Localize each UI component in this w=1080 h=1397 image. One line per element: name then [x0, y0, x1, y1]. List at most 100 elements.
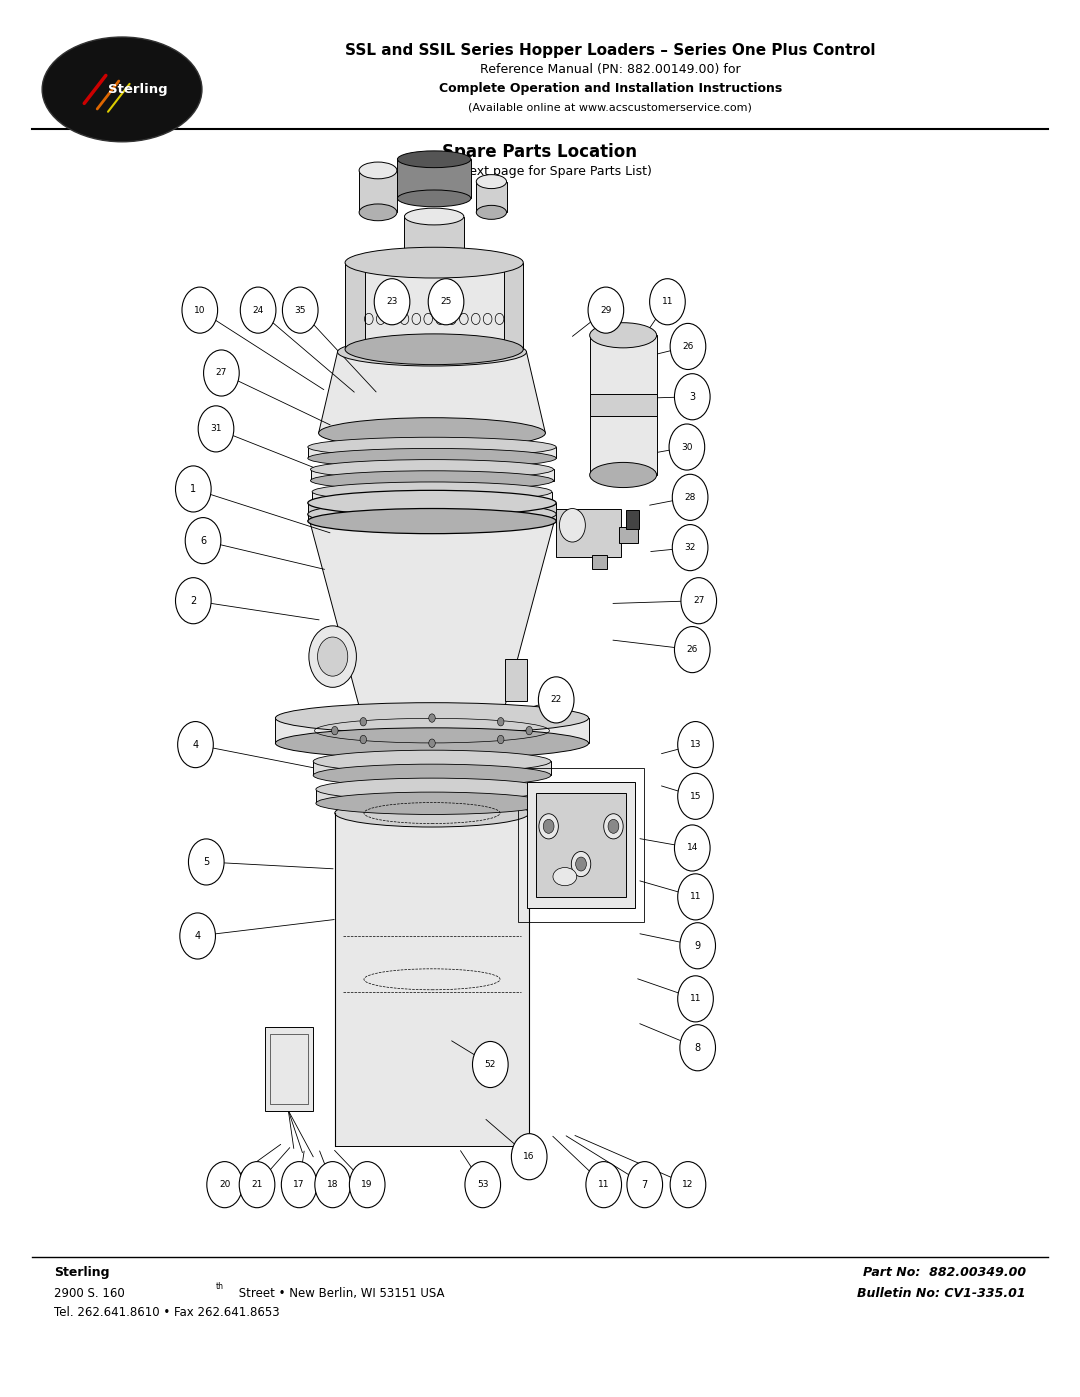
Polygon shape [316, 789, 549, 803]
Polygon shape [275, 718, 589, 743]
Ellipse shape [359, 162, 397, 179]
Circle shape [674, 824, 711, 872]
Circle shape [672, 475, 708, 520]
Bar [592, 555, 607, 569]
Text: 21: 21 [252, 1180, 262, 1189]
Text: 26: 26 [687, 645, 698, 654]
Text: Street • New Berlin, WI 53151 USA: Street • New Berlin, WI 53151 USA [235, 1287, 445, 1299]
Circle shape [464, 1162, 501, 1207]
Text: 28: 28 [685, 493, 696, 502]
Circle shape [318, 637, 348, 676]
Text: 30: 30 [681, 443, 692, 451]
Ellipse shape [42, 36, 202, 142]
Circle shape [360, 735, 366, 743]
Text: 27: 27 [216, 369, 227, 377]
Polygon shape [590, 335, 657, 475]
Bar [270, 1034, 308, 1104]
Text: 52: 52 [485, 1060, 496, 1069]
Circle shape [207, 1162, 242, 1207]
Circle shape [179, 914, 216, 958]
Text: 25: 25 [441, 298, 451, 306]
Circle shape [649, 279, 686, 326]
Ellipse shape [553, 868, 577, 886]
Circle shape [473, 1042, 509, 1087]
Circle shape [512, 1134, 548, 1179]
Circle shape [589, 288, 624, 334]
Circle shape [680, 1025, 716, 1070]
Bar [619, 527, 638, 543]
Text: 22: 22 [551, 696, 562, 704]
Polygon shape [312, 492, 552, 503]
Circle shape [526, 726, 532, 735]
Polygon shape [319, 352, 545, 433]
Circle shape [203, 351, 240, 397]
Text: 7: 7 [642, 1179, 648, 1190]
Circle shape [674, 626, 711, 672]
Ellipse shape [359, 204, 397, 221]
Ellipse shape [315, 792, 549, 814]
Text: 15: 15 [690, 792, 701, 800]
Circle shape [677, 773, 714, 819]
Circle shape [309, 626, 356, 687]
Circle shape [608, 819, 619, 833]
Ellipse shape [319, 418, 545, 448]
Text: Part No:  882.00349.00: Part No: 882.00349.00 [863, 1266, 1026, 1278]
Polygon shape [313, 761, 551, 775]
Circle shape [559, 509, 585, 542]
Circle shape [350, 1162, 386, 1207]
Circle shape [428, 279, 464, 326]
Bar [536, 793, 626, 897]
Ellipse shape [397, 151, 471, 168]
Ellipse shape [476, 205, 507, 219]
Polygon shape [308, 503, 556, 521]
Text: 4: 4 [192, 739, 199, 750]
Text: Sterling: Sterling [108, 82, 168, 96]
Ellipse shape [397, 190, 471, 207]
Circle shape [677, 975, 714, 1023]
Text: 2: 2 [190, 595, 197, 606]
Circle shape [241, 288, 276, 334]
Polygon shape [308, 447, 556, 458]
Circle shape [429, 714, 435, 722]
Text: 8: 8 [694, 1042, 701, 1053]
Circle shape [680, 922, 716, 970]
Bar [476, 182, 507, 212]
Text: 29: 29 [600, 306, 611, 314]
Circle shape [498, 718, 504, 726]
Ellipse shape [476, 175, 507, 189]
Circle shape [674, 374, 711, 420]
Bar [527, 782, 635, 908]
Ellipse shape [275, 703, 589, 733]
Circle shape [543, 819, 554, 833]
Circle shape [576, 858, 586, 872]
Text: 2900 S. 160: 2900 S. 160 [54, 1287, 125, 1299]
Polygon shape [590, 394, 657, 416]
Circle shape [672, 525, 708, 571]
Circle shape [239, 1162, 274, 1207]
Circle shape [199, 407, 233, 453]
Text: 16: 16 [524, 1153, 535, 1161]
Circle shape [604, 813, 623, 838]
Polygon shape [311, 469, 554, 481]
Circle shape [177, 722, 213, 768]
Circle shape [332, 726, 338, 735]
Ellipse shape [308, 490, 556, 515]
Circle shape [315, 1162, 351, 1207]
Ellipse shape [311, 471, 554, 490]
Bar [518, 768, 644, 922]
Text: 23: 23 [387, 298, 397, 306]
Circle shape [670, 323, 706, 369]
Circle shape [680, 578, 717, 624]
Ellipse shape [308, 509, 556, 534]
Text: 53: 53 [477, 1180, 488, 1189]
Ellipse shape [405, 257, 464, 274]
Circle shape [189, 838, 225, 886]
Polygon shape [335, 813, 529, 1146]
Circle shape [677, 875, 714, 921]
Text: (See next page for Spare Parts List): (See next page for Spare Parts List) [429, 165, 651, 179]
Text: 4: 4 [194, 930, 201, 942]
Ellipse shape [590, 462, 657, 488]
Text: 14: 14 [687, 844, 698, 852]
Circle shape [585, 1162, 622, 1207]
Polygon shape [504, 263, 523, 349]
